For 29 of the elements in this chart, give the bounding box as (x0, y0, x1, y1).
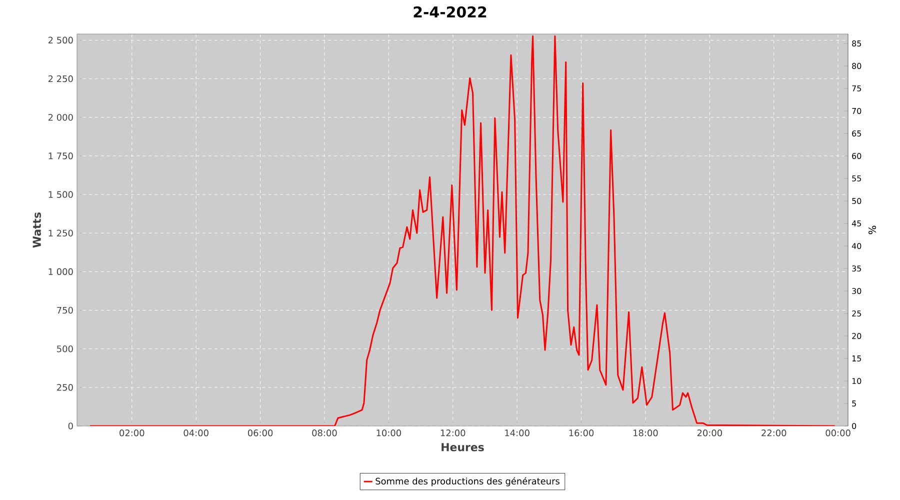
y-tick-label: 250 (57, 384, 73, 391)
x-tick-label: 04:00 (184, 430, 208, 436)
y-tick-label: 500 (57, 345, 73, 352)
y-tick-label: 1 500 (48, 191, 73, 198)
x-tick-label: 08:00 (312, 430, 337, 436)
chart-title: 2-4-2022 (414, 6, 486, 18)
x-tick-label: 00:00 (826, 430, 850, 436)
x-tick-label: 06:00 (248, 430, 273, 436)
x-tick-label: 16:00 (569, 430, 594, 436)
y-tick-label: 0 (68, 422, 73, 430)
y-tick-label: 1 000 (48, 268, 73, 276)
y-tick-label: 2 250 (48, 75, 73, 82)
x-tick-label: 14:00 (505, 430, 530, 436)
x-tick-label: 10:00 (376, 430, 401, 436)
x-tick-label: 02:00 (120, 430, 144, 436)
x-tick-label: 22:00 (762, 430, 786, 436)
y-tick-label: 2 500 (48, 36, 73, 44)
y-axis-title: Watts (32, 212, 41, 248)
legend-label: Somme des productions des générateurs (376, 477, 560, 486)
y-tick-label: 750 (57, 306, 73, 314)
x-tick-label: 20:00 (697, 430, 722, 436)
x-tick-label: 12:00 (440, 430, 466, 436)
y2-axis-title: % (868, 226, 876, 234)
y-tick-label: 1 750 (48, 152, 73, 160)
y-tick-label: 1 250 (48, 230, 73, 236)
line-series (89, 35, 836, 426)
x-tick-label: 18:00 (634, 430, 658, 436)
x-axis-title: Heures (442, 443, 484, 452)
y-tick-label: 2 000 (48, 114, 73, 121)
